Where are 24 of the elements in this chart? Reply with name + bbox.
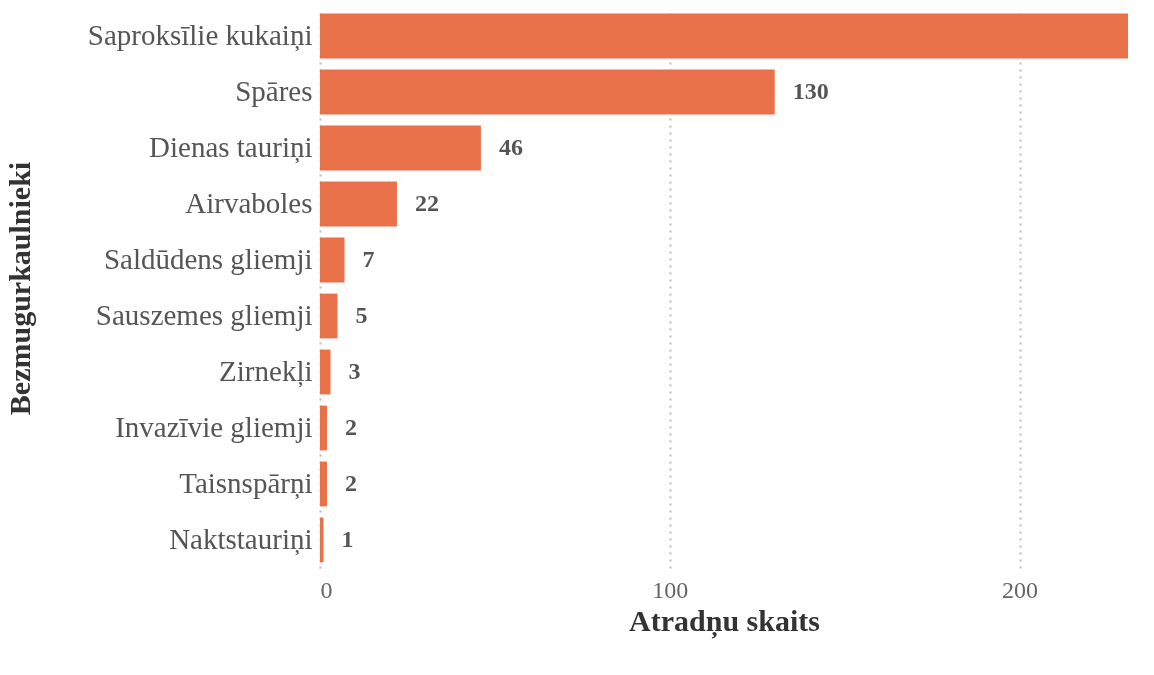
data-label: 2 [345,470,357,496]
data-label: 2 [345,414,357,440]
x-axis-title: Atradņu skaits [629,603,820,639]
y-tick-label: Spāres [235,75,313,107]
y-tick-label: Taisnspārņi [179,467,313,500]
data-label: 46 [498,134,523,160]
y-tick-label: Zirnekļi [219,355,313,388]
y-tick-label: Saldūdens gliemji [103,243,313,275]
data-label: 1 [341,526,354,552]
x-tick-label: 200 [1002,576,1039,603]
y-tick-label: Airvaboles [185,187,313,219]
y-tick-label: Saproksīlie kukaiņi [87,19,313,52]
data-label: 5 [355,302,368,328]
y-tick-label: Invazīvie gliemji [115,411,313,443]
x-tick-label: 0 [320,576,333,603]
y-tick-label: Naktstauriņi [169,523,313,556]
data-label: 22 [414,190,439,216]
x-tick-label: 100 [652,576,689,603]
data-label: 3 [348,358,361,384]
data-label: 7 [362,246,375,272]
y-axis-title: Bezmugurkaulnieki [2,161,36,416]
data-label: 130 [792,78,829,104]
y-tick-label: Dienas tauriņi [149,131,313,164]
y-tick-label: Sauszemes gliemji [95,299,313,331]
